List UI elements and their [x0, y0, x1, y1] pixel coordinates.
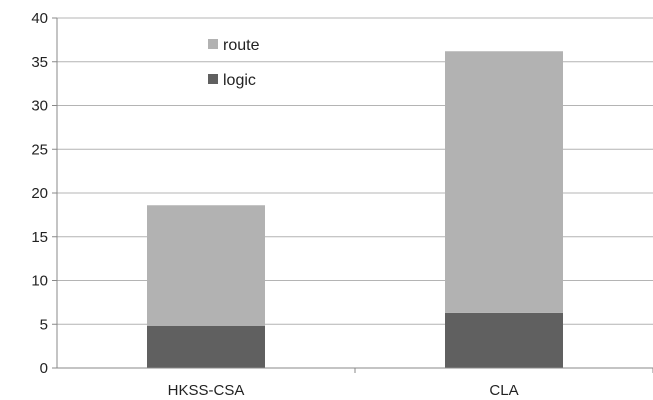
y-tick-label: 0 — [40, 360, 48, 377]
y-tick-label: 40 — [31, 10, 48, 27]
legend-swatch-route — [208, 39, 218, 49]
bar-logic-hkss-csa — [147, 326, 265, 368]
y-tick-labels: 0 5 10 15 20 25 30 35 40 — [31, 10, 48, 377]
x-tick-labels: HKSS-CSA CLA — [168, 382, 519, 399]
x-tick-label: CLA — [489, 382, 518, 399]
y-tick-label: 25 — [31, 141, 48, 158]
bars — [147, 51, 653, 373]
x-tick-label: HKSS-CSA — [168, 382, 245, 399]
legend-label-route: route — [223, 37, 260, 54]
axes — [56, 18, 653, 369]
bar-logic-cla — [445, 312, 563, 368]
legend-swatch-logic — [208, 74, 218, 84]
bar-route-hkss-csa — [147, 205, 265, 326]
legend: route logic — [208, 37, 260, 89]
y-tick-label: 10 — [31, 273, 48, 290]
y-tick-label: 5 — [40, 316, 48, 333]
y-tick-label: 15 — [31, 229, 48, 246]
bar-route-cla — [445, 51, 563, 313]
y-tick-label: 30 — [31, 98, 48, 115]
legend-label-logic: logic — [223, 72, 256, 89]
y-tick-label: 20 — [31, 185, 48, 202]
y-tick-label: 35 — [31, 54, 48, 71]
